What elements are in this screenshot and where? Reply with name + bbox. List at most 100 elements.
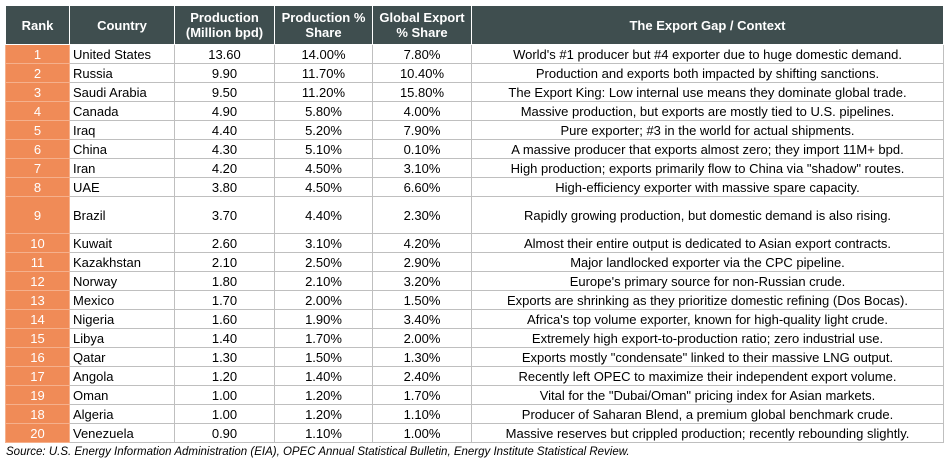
country-cell[interactable]: Iraq (69, 120, 175, 140)
production-share-cell[interactable]: 1.20% (274, 404, 373, 424)
production-cell[interactable]: 1.00 (174, 385, 275, 405)
production-share-cell[interactable]: 11.20% (274, 82, 373, 102)
country-cell[interactable]: Oman (69, 385, 175, 405)
rank-cell[interactable]: 9 (5, 196, 70, 234)
production-share-cell[interactable]: 1.10% (274, 423, 373, 443)
export-share-cell[interactable]: 1.50% (372, 290, 472, 310)
country-cell[interactable]: Norway (69, 271, 175, 291)
rank-cell[interactable]: 20 (5, 423, 70, 443)
country-cell[interactable]: Saudi Arabia (69, 82, 175, 102)
context-cell[interactable]: Exports mostly "condensate" linked to th… (471, 347, 944, 367)
production-cell[interactable]: 1.20 (174, 366, 275, 386)
production-cell[interactable]: 9.50 (174, 82, 275, 102)
export-share-cell[interactable]: 1.70% (372, 385, 472, 405)
context-cell[interactable]: Europe's primary source for non-Russian … (471, 271, 944, 291)
country-cell[interactable]: Canada (69, 101, 175, 121)
production-cell[interactable]: 1.30 (174, 347, 275, 367)
export-share-cell[interactable]: 1.10% (372, 404, 472, 424)
production-share-cell[interactable]: 5.20% (274, 120, 373, 140)
context-cell[interactable]: Production and exports both impacted by … (471, 63, 944, 83)
country-cell[interactable]: Mexico (69, 290, 175, 310)
export-share-cell[interactable]: 1.00% (372, 423, 472, 443)
country-cell[interactable]: Angola (69, 366, 175, 386)
country-cell[interactable]: Russia (69, 63, 175, 83)
export-share-cell[interactable]: 7.90% (372, 120, 472, 140)
context-cell[interactable]: Africa's top volume exporter, known for … (471, 309, 944, 329)
export-share-cell[interactable]: 3.40% (372, 309, 472, 329)
production-cell[interactable]: 1.70 (174, 290, 275, 310)
rank-cell[interactable]: 7 (5, 158, 70, 178)
production-share-cell[interactable]: 2.10% (274, 271, 373, 291)
production-share-cell[interactable]: 2.50% (274, 252, 373, 272)
context-cell[interactable]: Vital for the "Dubai/Oman" pricing index… (471, 385, 944, 405)
production-share-cell[interactable]: 2.00% (274, 290, 373, 310)
context-cell[interactable]: A massive producer that exports almost z… (471, 139, 944, 159)
export-share-cell[interactable]: 7.80% (372, 44, 472, 64)
production-cell[interactable]: 1.60 (174, 309, 275, 329)
production-share-cell[interactable]: 4.40% (274, 196, 373, 234)
rank-cell[interactable]: 8 (5, 177, 70, 197)
header-production[interactable]: Production (Million bpd) (174, 5, 275, 45)
country-cell[interactable]: Kazakhstan (69, 252, 175, 272)
export-share-cell[interactable]: 15.80% (372, 82, 472, 102)
country-cell[interactable]: UAE (69, 177, 175, 197)
country-cell[interactable]: Qatar (69, 347, 175, 367)
production-share-cell[interactable]: 3.10% (274, 233, 373, 253)
rank-cell[interactable]: 10 (5, 233, 70, 253)
header-rank[interactable]: Rank (5, 5, 70, 45)
export-share-cell[interactable]: 10.40% (372, 63, 472, 83)
production-share-cell[interactable]: 1.70% (274, 328, 373, 348)
country-cell[interactable]: Kuwait (69, 233, 175, 253)
rank-cell[interactable]: 12 (5, 271, 70, 291)
production-share-cell[interactable]: 4.50% (274, 158, 373, 178)
export-share-cell[interactable]: 6.60% (372, 177, 472, 197)
production-cell[interactable]: 3.70 (174, 196, 275, 234)
context-cell[interactable]: Extremely high export-to-production rati… (471, 328, 944, 348)
country-cell[interactable]: Iran (69, 158, 175, 178)
context-cell[interactable]: The Export King: Low internal use means … (471, 82, 944, 102)
export-share-cell[interactable]: 1.30% (372, 347, 472, 367)
production-cell[interactable]: 3.80 (174, 177, 275, 197)
context-cell[interactable]: Exports are shrinking as they prioritize… (471, 290, 944, 310)
export-share-cell[interactable]: 3.20% (372, 271, 472, 291)
header-production-share[interactable]: Production % Share (274, 5, 373, 45)
production-cell[interactable]: 1.00 (174, 404, 275, 424)
production-share-cell[interactable]: 1.90% (274, 309, 373, 329)
rank-cell[interactable]: 19 (5, 385, 70, 405)
export-share-cell[interactable]: 4.00% (372, 101, 472, 121)
rank-cell[interactable]: 11 (5, 252, 70, 272)
rank-cell[interactable]: 6 (5, 139, 70, 159)
production-share-cell[interactable]: 14.00% (274, 44, 373, 64)
production-share-cell[interactable]: 1.50% (274, 347, 373, 367)
export-share-cell[interactable]: 0.10% (372, 139, 472, 159)
production-cell[interactable]: 9.90 (174, 63, 275, 83)
country-cell[interactable]: Nigeria (69, 309, 175, 329)
production-cell[interactable]: 4.20 (174, 158, 275, 178)
production-cell[interactable]: 1.40 (174, 328, 275, 348)
export-share-cell[interactable]: 2.90% (372, 252, 472, 272)
production-cell[interactable]: 4.30 (174, 139, 275, 159)
production-cell[interactable]: 4.40 (174, 120, 275, 140)
rank-cell[interactable]: 17 (5, 366, 70, 386)
header-context[interactable]: The Export Gap / Context (471, 5, 944, 45)
country-cell[interactable]: China (69, 139, 175, 159)
header-country[interactable]: Country (69, 5, 175, 45)
context-cell[interactable]: Almost their entire output is dedicated … (471, 233, 944, 253)
production-share-cell[interactable]: 1.40% (274, 366, 373, 386)
export-share-cell[interactable]: 2.30% (372, 196, 472, 234)
country-cell[interactable]: United States (69, 44, 175, 64)
production-cell[interactable]: 13.60 (174, 44, 275, 64)
context-cell[interactable]: Major landlocked exporter via the CPC pi… (471, 252, 944, 272)
rank-cell[interactable]: 5 (5, 120, 70, 140)
production-cell[interactable]: 1.80 (174, 271, 275, 291)
rank-cell[interactable]: 1 (5, 44, 70, 64)
production-share-cell[interactable]: 11.70% (274, 63, 373, 83)
context-cell[interactable]: Producer of Saharan Blend, a premium glo… (471, 404, 944, 424)
rank-cell[interactable]: 15 (5, 328, 70, 348)
country-cell[interactable]: Algeria (69, 404, 175, 424)
production-cell[interactable]: 0.90 (174, 423, 275, 443)
export-share-cell[interactable]: 2.40% (372, 366, 472, 386)
rank-cell[interactable]: 18 (5, 404, 70, 424)
country-cell[interactable]: Venezuela (69, 423, 175, 443)
header-global-export-share[interactable]: Global Export% Share (372, 5, 472, 45)
